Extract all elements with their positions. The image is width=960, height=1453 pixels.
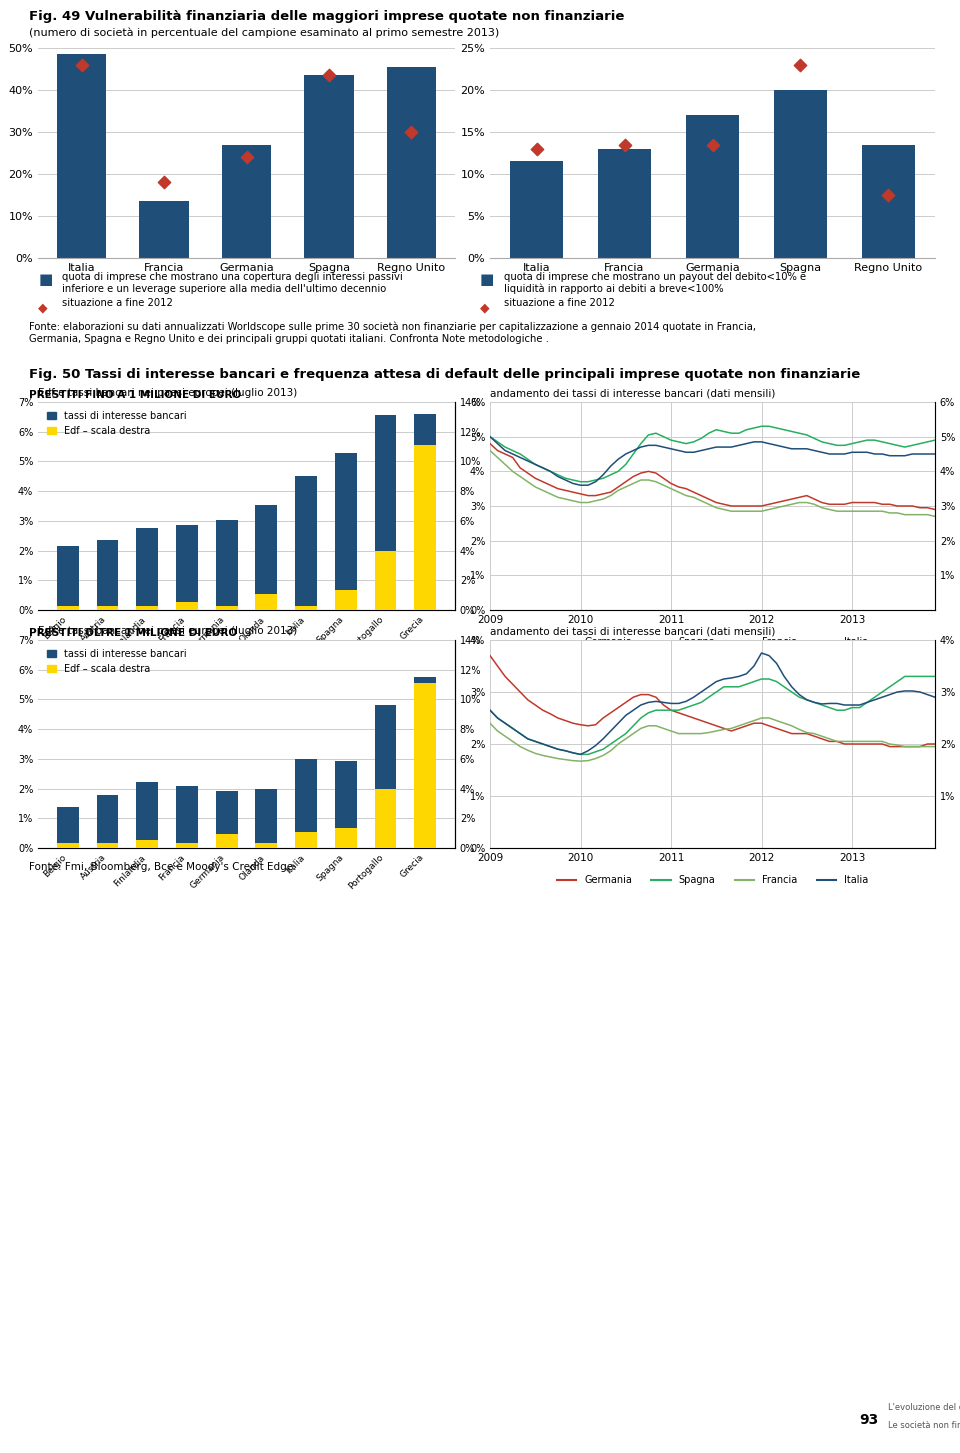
- Bar: [414, 683, 436, 849]
- Point: [156, 171, 172, 195]
- Text: 93: 93: [859, 1412, 878, 1427]
- Bar: [295, 606, 317, 610]
- Bar: [598, 148, 651, 259]
- Bar: [176, 786, 198, 849]
- Bar: [255, 789, 277, 849]
- Point: [880, 183, 896, 206]
- Bar: [335, 761, 357, 849]
- Bar: [57, 843, 79, 849]
- Text: ◆: ◆: [480, 301, 490, 314]
- Point: [74, 54, 89, 77]
- Bar: [139, 202, 189, 259]
- Bar: [335, 590, 357, 610]
- Text: Fig. 49 Vulnerabilità finanziaria delle maggiori imprese quotate non finanziarie: Fig. 49 Vulnerabilità finanziaria delle …: [29, 10, 624, 23]
- Bar: [216, 790, 237, 849]
- Text: situazione a fine 2012: situazione a fine 2012: [62, 298, 173, 308]
- Bar: [304, 76, 353, 259]
- Text: L'evoluzione del quadro di riferimento: L'evoluzione del quadro di riferimento: [888, 1404, 960, 1412]
- Bar: [255, 594, 277, 610]
- Bar: [176, 526, 198, 610]
- Bar: [255, 504, 277, 610]
- Text: situazione a fine 2012: situazione a fine 2012: [504, 298, 614, 308]
- Bar: [686, 115, 739, 259]
- Bar: [374, 789, 396, 849]
- Legend: Germania, Spagna, Francia, Italia: Germania, Spagna, Francia, Italia: [553, 634, 872, 651]
- Text: Edf e tassi bancari nei paesi europei (luglio 2013): Edf e tassi bancari nei paesi europei (l…: [38, 388, 298, 398]
- Point: [403, 121, 419, 144]
- Legend: Germania, Spagna, Francia, Italia: Germania, Spagna, Francia, Italia: [553, 872, 872, 889]
- Point: [322, 64, 337, 87]
- Bar: [295, 758, 317, 849]
- Bar: [57, 546, 79, 610]
- Bar: [222, 145, 272, 259]
- Bar: [176, 603, 198, 610]
- Bar: [136, 529, 158, 610]
- Bar: [414, 414, 436, 610]
- Bar: [136, 606, 158, 610]
- Bar: [57, 606, 79, 610]
- Bar: [414, 677, 436, 849]
- Text: Fonte: elaborazioni su dati annualizzati Worldscope sulle prime 30 società non f: Fonte: elaborazioni su dati annualizzati…: [29, 323, 756, 344]
- Text: PRESTITI OLTRE 1 MILIONE DI EURO: PRESTITI OLTRE 1 MILIONE DI EURO: [29, 628, 237, 638]
- Bar: [295, 477, 317, 610]
- Text: andamento dei tassi di interesse bancari (dati mensili): andamento dei tassi di interesse bancari…: [490, 388, 776, 398]
- Bar: [97, 541, 118, 610]
- Bar: [335, 828, 357, 849]
- Bar: [97, 606, 118, 610]
- Point: [793, 54, 808, 77]
- Bar: [862, 145, 915, 259]
- Legend: tassi di interesse bancari, Edf – scala destra: tassi di interesse bancari, Edf – scala …: [43, 407, 191, 439]
- Bar: [136, 840, 158, 849]
- Point: [705, 134, 720, 157]
- Text: ■: ■: [480, 272, 494, 288]
- Bar: [97, 795, 118, 849]
- Bar: [255, 843, 277, 849]
- Text: Le società non finanziarie: Le società non finanziarie: [888, 1421, 960, 1430]
- Point: [529, 137, 544, 160]
- Bar: [335, 452, 357, 610]
- Legend: tassi di interesse bancari, Edf – scala destra: tassi di interesse bancari, Edf – scala …: [43, 645, 191, 677]
- Bar: [97, 843, 118, 849]
- Bar: [510, 161, 563, 259]
- Bar: [216, 834, 237, 849]
- Point: [239, 145, 254, 169]
- Bar: [136, 782, 158, 849]
- Text: (numero di società in percentuale del campione esaminato al primo semestre 2013): (numero di società in percentuale del ca…: [29, 28, 499, 38]
- Text: andamento dei tassi di interesse bancari (dati mensili): andamento dei tassi di interesse bancari…: [490, 626, 776, 636]
- Text: ◆: ◆: [38, 301, 48, 314]
- Text: Edf e tassi bancari nei paesi europei (luglio 2013): Edf e tassi bancari nei paesi europei (l…: [38, 626, 298, 636]
- Text: Fig. 50 Tassi di interesse bancari e frequenza attesa di default delle principal: Fig. 50 Tassi di interesse bancari e fre…: [29, 368, 860, 381]
- Bar: [176, 843, 198, 849]
- Bar: [57, 54, 107, 259]
- Bar: [387, 67, 436, 259]
- Point: [617, 134, 633, 157]
- Bar: [216, 606, 237, 610]
- Text: quota di imprese che mostrano una copertura degli interessi passivi
inferiore e : quota di imprese che mostrano una copert…: [62, 272, 403, 294]
- Bar: [57, 808, 79, 849]
- Bar: [414, 445, 436, 610]
- Bar: [374, 551, 396, 610]
- Bar: [374, 705, 396, 849]
- Text: quota di imprese che mostrano un payout del debito<10% e
liquidità in rapporto a: quota di imprese che mostrano un payout …: [504, 272, 806, 294]
- Bar: [295, 833, 317, 849]
- Text: ■: ■: [38, 272, 53, 288]
- Bar: [374, 416, 396, 610]
- Bar: [774, 90, 827, 259]
- Text: PRESTITI FINO A 1 MILIONE DI EURO: PRESTITI FINO A 1 MILIONE DI EURO: [29, 389, 241, 400]
- Text: Fonte: Fmi, Bloomberg, Bce e Moody's Credit Edge.: Fonte: Fmi, Bloomberg, Bce e Moody's Cre…: [29, 862, 297, 872]
- Bar: [216, 520, 237, 610]
